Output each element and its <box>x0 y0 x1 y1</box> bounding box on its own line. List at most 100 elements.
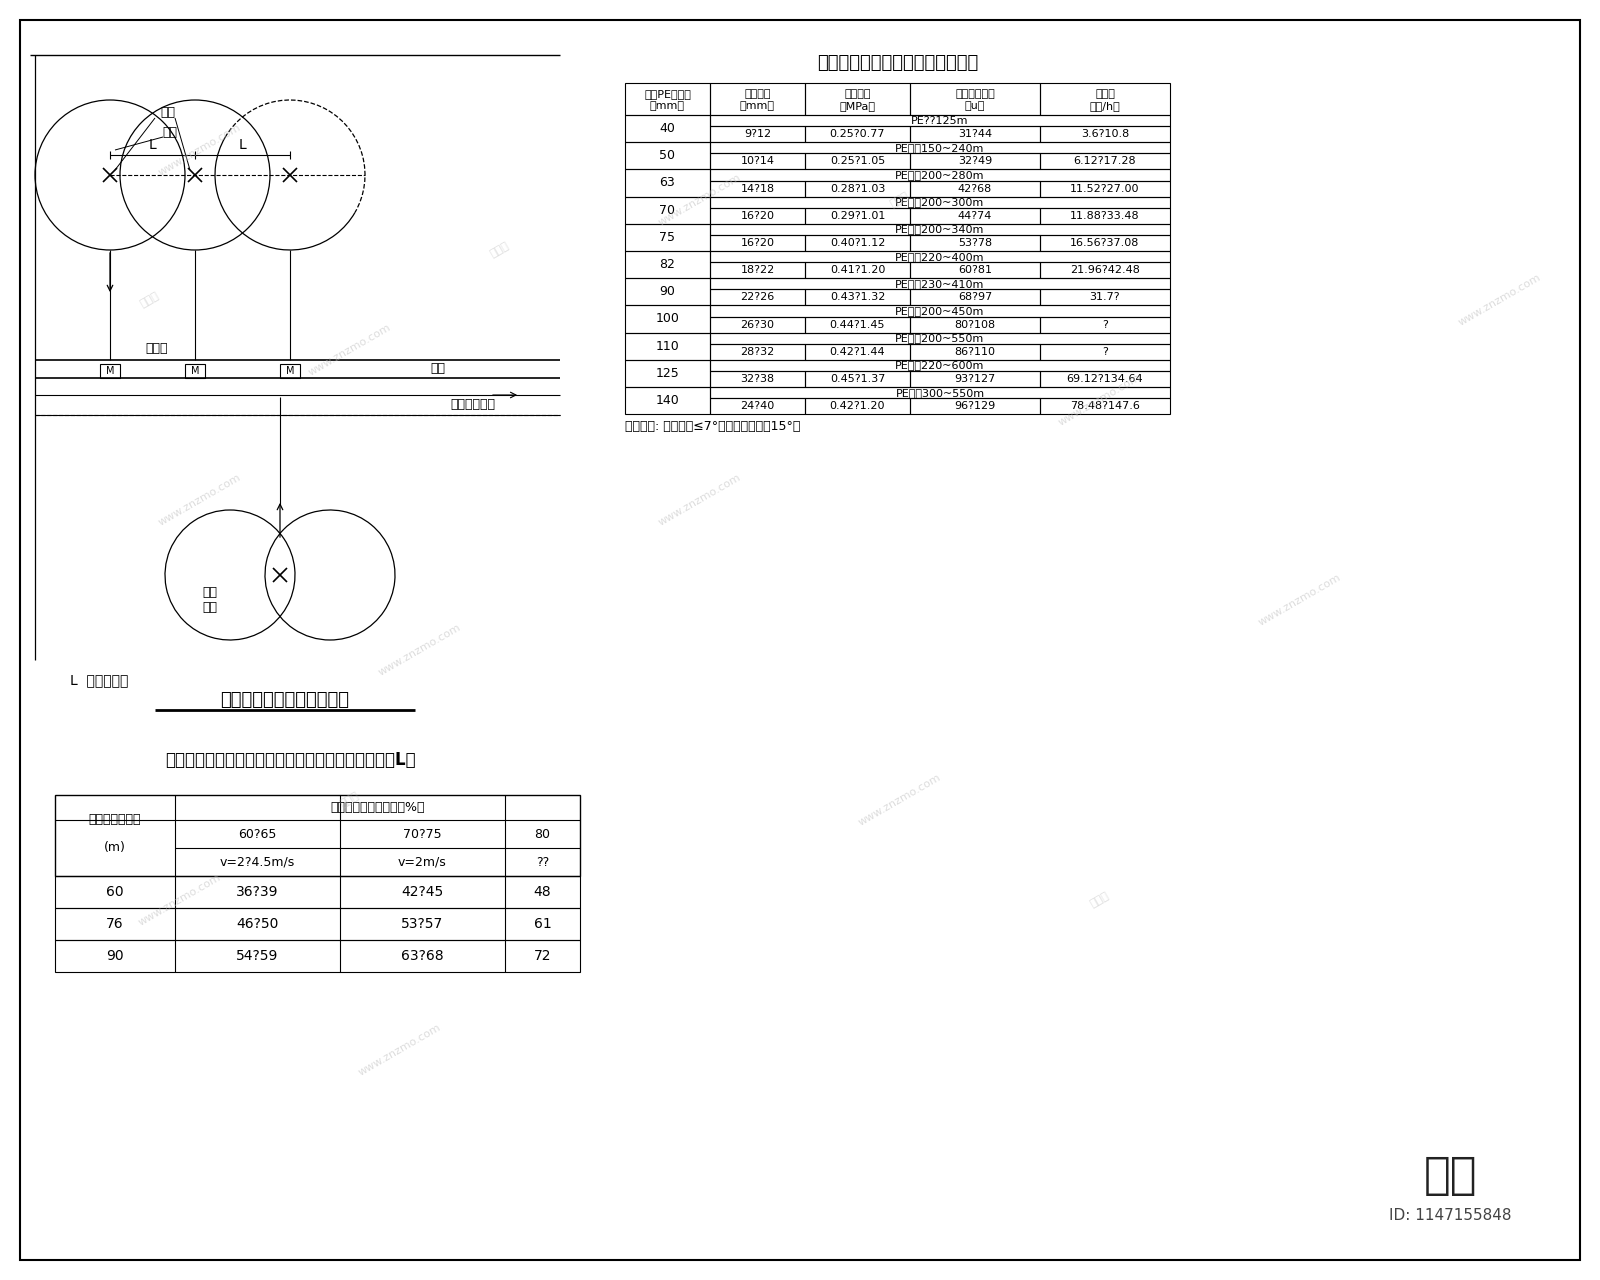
Text: 知末网: 知末网 <box>490 241 510 260</box>
Text: 0.45?1.37: 0.45?1.37 <box>830 374 885 384</box>
Text: 32?38: 32?38 <box>741 374 774 384</box>
Text: PE管长220~400m: PE管长220~400m <box>896 252 984 261</box>
Text: ?: ? <box>1102 320 1107 329</box>
Text: www.znzmo.com: www.znzmo.com <box>378 622 462 677</box>
Bar <box>910 371 1040 387</box>
Bar <box>710 398 805 415</box>
Bar <box>54 940 579 972</box>
Bar <box>710 83 805 115</box>
Text: 50: 50 <box>659 150 675 163</box>
Text: 72: 72 <box>534 948 552 963</box>
Bar <box>1040 127 1170 142</box>
Bar <box>910 207 1040 224</box>
Bar <box>1040 154 1170 169</box>
Text: www.znzmo.com: www.znzmo.com <box>157 472 243 527</box>
Bar <box>626 333 710 360</box>
Text: www.znzmo.com: www.znzmo.com <box>1458 273 1542 328</box>
Bar <box>710 262 805 278</box>
Text: 46?50: 46?50 <box>237 916 278 931</box>
Text: PE管长200~340m: PE管长200~340m <box>896 224 984 234</box>
Bar <box>710 306 1170 316</box>
Bar <box>710 344 805 360</box>
Text: 喷头直径: 喷头直径 <box>744 88 771 99</box>
Bar <box>910 180 1040 197</box>
Text: www.znzmo.com: www.znzmo.com <box>1258 572 1342 627</box>
Bar <box>805 262 910 278</box>
Text: 入机压力: 入机压力 <box>845 88 870 99</box>
Bar <box>1040 236 1170 251</box>
Bar <box>626 387 710 415</box>
Text: 63?68: 63?68 <box>402 948 443 963</box>
Bar <box>1040 289 1170 306</box>
Text: 知末网: 知末网 <box>890 191 910 210</box>
Bar <box>805 316 910 333</box>
Bar <box>710 289 805 306</box>
Text: 湿润
边界: 湿润 边界 <box>203 586 218 614</box>
Text: PE管长200~300m: PE管长200~300m <box>896 197 984 207</box>
Text: 63: 63 <box>659 177 675 189</box>
Text: 有效喷洒幅宽: 有效喷洒幅宽 <box>955 88 995 99</box>
Text: 绞盘机: 绞盘机 <box>146 342 168 355</box>
Text: 知末网: 知末网 <box>139 291 162 310</box>
Text: PE管长230~410m: PE管长230~410m <box>896 279 984 289</box>
Text: 44?74: 44?74 <box>958 211 992 220</box>
Text: 喷灰量: 喷灰量 <box>1094 88 1115 99</box>
Text: 90: 90 <box>659 285 675 298</box>
Text: 软管: 软管 <box>163 127 178 140</box>
Text: （MPa）: （MPa） <box>840 101 875 111</box>
Text: 69.12?134.64: 69.12?134.64 <box>1067 374 1144 384</box>
Text: 0.44?1.45: 0.44?1.45 <box>830 320 885 329</box>
Text: 82: 82 <box>659 259 675 271</box>
Bar <box>910 262 1040 278</box>
Bar <box>626 197 710 224</box>
Bar <box>1040 344 1170 360</box>
Text: 道路: 道路 <box>430 362 445 375</box>
Text: 知末网: 知末网 <box>1090 891 1110 909</box>
Bar <box>1040 207 1170 224</box>
Text: 60?65: 60?65 <box>238 827 277 841</box>
Text: 36?39: 36?39 <box>237 884 278 899</box>
Text: （mm）: （mm） <box>650 101 685 111</box>
Text: ID: 1147155848: ID: 1147155848 <box>1389 1207 1512 1222</box>
Text: （u）: （u） <box>965 101 986 111</box>
Text: www.znzmo.com: www.znzmo.com <box>357 1023 443 1078</box>
Text: 24?40: 24?40 <box>741 401 774 411</box>
Text: 知末网: 知末网 <box>339 791 362 809</box>
Bar <box>1040 180 1170 197</box>
Bar <box>710 180 805 197</box>
Text: 16?20: 16?20 <box>741 211 774 220</box>
Bar <box>710 169 1170 180</box>
Bar <box>805 289 910 306</box>
Text: 11.88?33.48: 11.88?33.48 <box>1070 211 1139 220</box>
Bar <box>186 364 205 378</box>
Text: 70: 70 <box>659 204 675 216</box>
Text: 喷头: 喷头 <box>160 106 176 119</box>
Bar <box>805 236 910 251</box>
Text: L  行喷线间距: L 行喷线间距 <box>70 673 128 687</box>
Text: 68?97: 68?97 <box>958 292 992 302</box>
Text: 0.29?1.01: 0.29?1.01 <box>830 211 885 220</box>
Text: www.znzmo.com: www.znzmo.com <box>138 872 222 928</box>
Bar <box>280 364 301 378</box>
Text: 93?127: 93?127 <box>954 374 995 384</box>
Text: 125: 125 <box>656 367 680 380</box>
Bar <box>910 398 1040 415</box>
Bar <box>626 169 710 197</box>
Bar <box>710 115 1170 127</box>
Bar <box>710 251 1170 262</box>
Text: 42?68: 42?68 <box>958 183 992 193</box>
Text: 14?18: 14?18 <box>741 183 774 193</box>
Text: 28?32: 28?32 <box>741 347 774 357</box>
Bar <box>910 344 1040 360</box>
Text: （㎥/h）: （㎥/h） <box>1090 101 1120 111</box>
Text: 90: 90 <box>106 948 123 963</box>
Text: www.znzmo.com: www.znzmo.com <box>1058 372 1142 428</box>
Bar <box>710 387 1170 398</box>
Text: www.znzmo.com: www.znzmo.com <box>858 772 942 828</box>
Bar <box>710 333 1170 344</box>
Text: 22?26: 22?26 <box>741 292 774 302</box>
Bar <box>805 371 910 387</box>
Text: ?: ? <box>1102 347 1107 357</box>
Text: 86?110: 86?110 <box>955 347 995 357</box>
Bar <box>805 154 910 169</box>
